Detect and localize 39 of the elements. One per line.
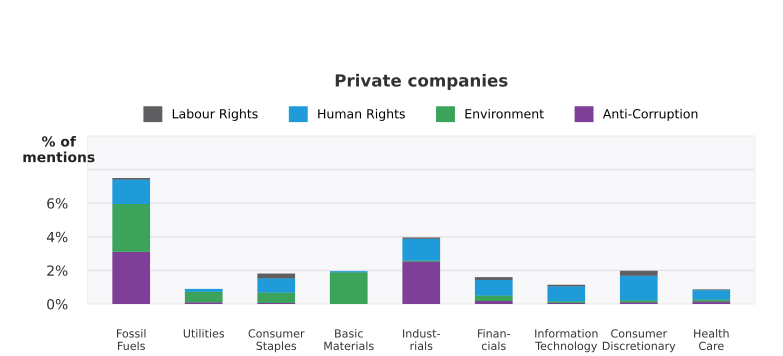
bar [257,278,296,293]
bar [474,301,513,304]
bar [620,276,658,300]
x-tick-label: Consumer Staples [248,329,305,352]
x-tick-label: Information Technology [535,329,598,352]
bar [620,270,658,276]
legend-label: Anti-Corruption [602,108,698,121]
y-axis-title: % of mentions [23,136,95,162]
x-tick-label: Finan- cials [478,329,510,350]
legend-label: Human Rights [318,108,405,121]
y-tick-label: 4% [46,232,68,242]
bar [257,273,296,278]
bar [692,302,730,304]
bar [112,180,150,204]
x-tick-label: Fossil Fuels [117,329,146,350]
x-tick-label: Basic Materials [324,329,374,350]
bar [474,277,513,280]
bar [257,292,296,304]
legend-label: Labour Rights [172,108,258,121]
bar [474,296,513,301]
bar [112,204,150,252]
bar [184,292,223,302]
bar [474,280,513,296]
bar [184,288,223,292]
bar [402,238,440,261]
chart-title: Private companies [336,74,508,90]
bar [692,290,730,300]
x-tick-label: Consumer Discretionary [602,329,676,352]
bar [547,286,586,302]
bar [112,252,150,304]
bar [330,272,368,304]
y-tick-label: 0% [47,298,68,310]
y-tick-label: 6% [47,198,68,209]
y-tick-label: 2% [47,265,68,276]
x-tick-label: Utilities [184,329,224,338]
bar [402,262,440,304]
x-tick-label: Health Care [694,329,729,350]
legend-label: Environment [465,108,544,118]
x-tick-label: Indust- rials [403,329,440,350]
